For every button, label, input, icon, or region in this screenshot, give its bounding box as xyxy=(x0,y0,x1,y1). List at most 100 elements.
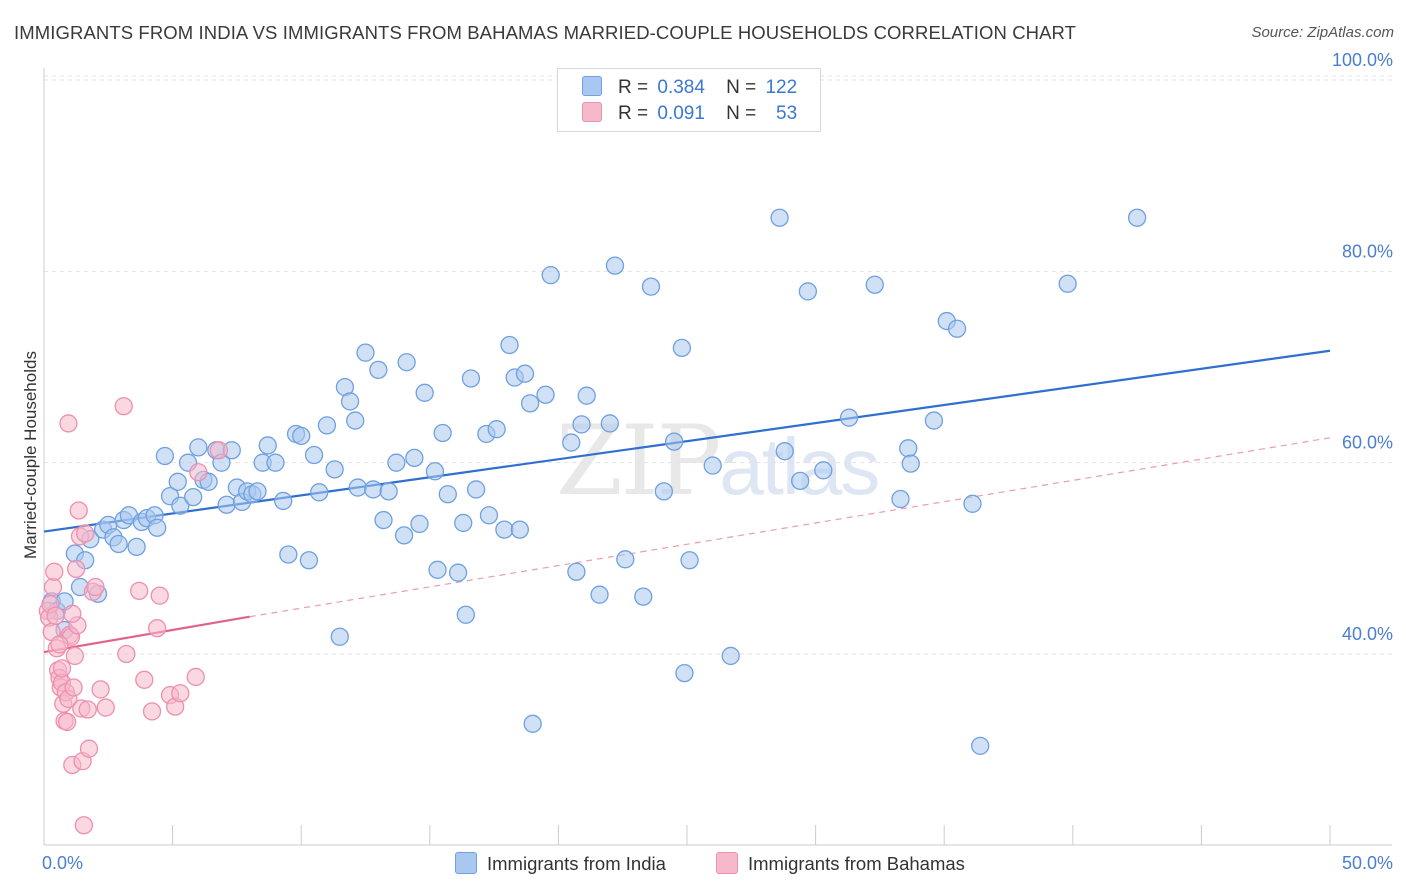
point-india xyxy=(600,414,619,433)
trend-lines xyxy=(43,349,1331,654)
point-india xyxy=(325,460,344,479)
legend-n-label: N = xyxy=(726,103,757,124)
point-india xyxy=(495,520,514,539)
point-india xyxy=(572,415,591,434)
point-india xyxy=(1058,274,1077,293)
point-india xyxy=(487,420,506,439)
point-bahamas xyxy=(79,739,99,758)
point-india xyxy=(168,472,187,491)
point-india xyxy=(590,585,609,604)
point-india xyxy=(703,456,722,475)
point-bahamas xyxy=(96,698,115,717)
point-india xyxy=(410,514,429,534)
y-tick-label: 40.0% xyxy=(1342,624,1393,644)
point-bahamas xyxy=(46,606,65,625)
point-india xyxy=(680,551,699,570)
point-india xyxy=(924,411,944,430)
point-india xyxy=(971,736,990,755)
point-bahamas xyxy=(67,559,86,579)
y-axis-label: Married-couple Households xyxy=(21,351,40,559)
point-india xyxy=(364,480,383,499)
point-india xyxy=(523,714,542,733)
legend-row-india: R = 0.384 N = 122 xyxy=(582,76,797,100)
data-points xyxy=(38,208,1147,835)
legend-swatch-bahamas xyxy=(582,102,602,122)
point-bahamas xyxy=(91,680,110,699)
legend-r-value-bahamas: 0.091 xyxy=(657,103,705,124)
point-india xyxy=(387,453,406,472)
bottom-legend-swatch-bahamas xyxy=(716,852,738,874)
point-bahamas xyxy=(50,635,69,654)
legend-swatch-india xyxy=(582,76,602,96)
x-tick-label-max: 50.0% xyxy=(1342,853,1393,873)
point-india xyxy=(109,534,128,554)
legend-row-bahamas: R = 0.091 N = 53 xyxy=(582,102,797,126)
point-bahamas xyxy=(150,586,169,605)
point-india xyxy=(770,208,789,227)
legend-n-value-india: 122 xyxy=(765,77,798,98)
point-india xyxy=(397,353,416,372)
tick-labels: 40.0% 60.0% 80.0% 100.0% 0.0% 50.0% xyxy=(42,50,1393,873)
trend-line-bahamas xyxy=(43,615,250,654)
point-india xyxy=(466,480,486,499)
point-india xyxy=(379,482,398,501)
point-india xyxy=(721,646,740,666)
point-bahamas xyxy=(130,581,149,601)
point-india xyxy=(304,445,324,465)
point-india xyxy=(155,446,175,466)
point-bahamas xyxy=(142,702,162,721)
point-india xyxy=(963,494,982,513)
point-india xyxy=(901,454,920,473)
point-india xyxy=(189,438,208,457)
point-india xyxy=(510,520,529,539)
point-india xyxy=(348,478,367,497)
bottom-legend-india: Immigrants from India xyxy=(455,852,666,875)
point-india xyxy=(279,545,298,564)
point-india xyxy=(428,560,447,579)
watermark-atlas: atlas xyxy=(719,422,880,511)
point-india xyxy=(356,343,375,362)
point-india xyxy=(438,485,457,504)
point-india xyxy=(415,383,434,402)
point-india xyxy=(641,277,661,296)
point-bahamas xyxy=(148,619,167,638)
point-india xyxy=(454,513,473,533)
point-bahamas xyxy=(63,604,82,623)
point-bahamas xyxy=(64,678,83,697)
point-india xyxy=(798,282,818,301)
point-india xyxy=(330,627,349,646)
point-india xyxy=(616,550,635,569)
point-india xyxy=(567,562,586,581)
point-bahamas xyxy=(45,562,64,581)
trend-line-india xyxy=(43,349,1331,533)
point-bahamas xyxy=(135,670,154,689)
point-india xyxy=(500,335,519,355)
point-india xyxy=(899,439,918,458)
point-bahamas xyxy=(57,712,77,732)
bottom-legend-label-india: Immigrants from India xyxy=(487,853,666,874)
point-india xyxy=(947,319,967,338)
point-bahamas xyxy=(59,414,78,433)
point-india xyxy=(184,487,203,507)
point-india xyxy=(461,369,481,388)
point-india xyxy=(317,416,337,435)
point-india xyxy=(654,482,674,501)
watermark: ZIPatlas xyxy=(556,405,880,517)
point-india xyxy=(258,436,277,455)
point-india xyxy=(433,423,452,443)
point-india xyxy=(865,275,884,294)
point-india xyxy=(425,462,445,481)
chart-title: IMMIGRANTS FROM INDIA VS IMMIGRANTS FROM… xyxy=(14,22,1077,43)
axes xyxy=(43,68,1392,846)
point-india xyxy=(791,471,810,490)
point-india xyxy=(299,551,319,570)
source-credit: Source: ZipAtlas.com xyxy=(1251,24,1394,41)
y-tick-label: 60.0% xyxy=(1342,433,1393,453)
point-bahamas xyxy=(171,684,190,703)
bottom-legend-label-bahamas: Immigrants from Bahamas xyxy=(748,853,965,874)
point-india xyxy=(536,385,555,404)
y-tick-label: 80.0% xyxy=(1342,241,1393,261)
point-india xyxy=(148,518,167,537)
point-india xyxy=(374,510,393,530)
